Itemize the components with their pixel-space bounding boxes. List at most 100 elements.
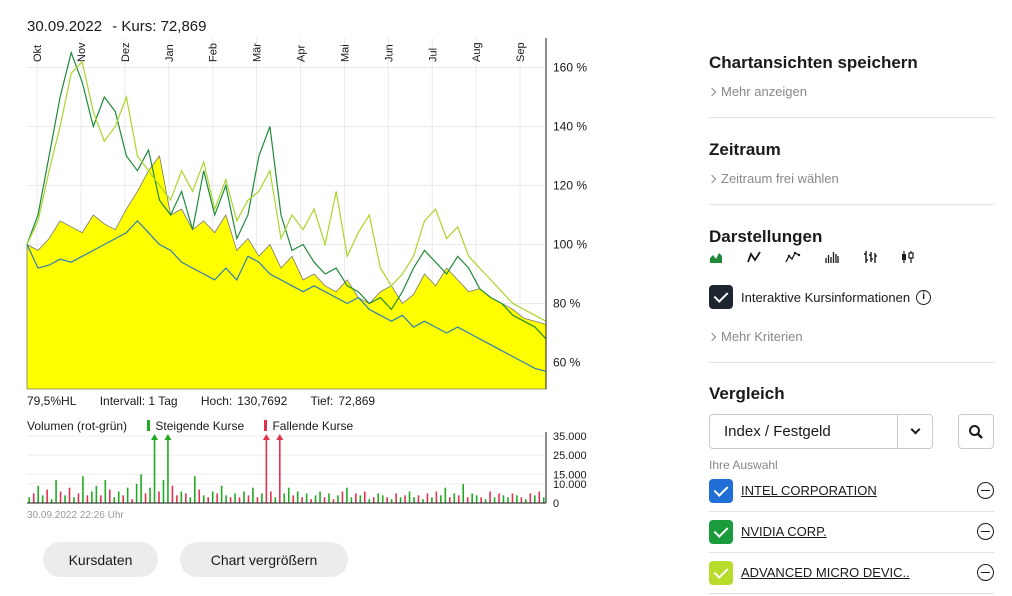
volume-bar xyxy=(466,497,469,503)
y-tick-label: 160 % xyxy=(553,60,587,74)
save-section: Chartansichten speichern Mehr anzeigen xyxy=(707,53,994,99)
volume-bar xyxy=(108,489,111,503)
y-tick-label: 80 % xyxy=(553,296,581,310)
volume-arrow-down xyxy=(276,434,284,440)
mehr-kriterien-section: Mehr Kriterien xyxy=(707,318,994,344)
volume-tick-label: 0 xyxy=(553,498,559,510)
bar-chart-icon[interactable] xyxy=(825,250,839,264)
line-chart-icon[interactable] xyxy=(747,250,761,264)
y-tick-label: 140 % xyxy=(553,119,587,133)
mehr-kriterien-link[interactable]: Mehr Kriterien xyxy=(707,329,994,344)
volume-bar xyxy=(457,495,460,503)
chevron-right-icon xyxy=(707,87,717,97)
ohlc-chart-icon[interactable] xyxy=(863,250,877,264)
kursdaten-button[interactable]: Kursdaten xyxy=(43,542,158,577)
amd-checkbox[interactable] xyxy=(709,560,733,585)
dotted-line-chart-icon[interactable] xyxy=(785,250,801,264)
volume-bar xyxy=(332,499,335,503)
volume-bar xyxy=(265,437,268,503)
volume-bar xyxy=(28,497,31,503)
chevron-down-icon[interactable] xyxy=(897,415,932,448)
volume-tick-label: 25.000 xyxy=(553,450,587,462)
volume-bar xyxy=(238,497,241,503)
volume-bar xyxy=(59,491,62,503)
volume-bar xyxy=(422,499,424,503)
volume-bar xyxy=(270,491,272,503)
volume-bar xyxy=(368,499,371,503)
volume-bar xyxy=(511,493,514,503)
interaktive-kursinfo-label: Interaktive Kursinformationen xyxy=(741,289,911,305)
chevron-right-icon xyxy=(707,332,717,342)
volume-bar xyxy=(484,499,487,503)
search-button[interactable] xyxy=(958,414,994,449)
volume-bar xyxy=(507,497,509,503)
volume-bar xyxy=(525,499,527,503)
volume-bar xyxy=(337,495,339,503)
interaktive-kursinfo-checkbox[interactable] xyxy=(709,285,733,309)
volume-bar xyxy=(247,495,250,503)
divider xyxy=(709,511,994,512)
main-chart[interactable]: 160 % 140 % 120 % 100 % 80 % 60 % Okt Nov Dez Jan… xyxy=(0,38,600,392)
info-icon[interactable]: i xyxy=(916,289,932,305)
volume-arrow-up xyxy=(164,434,172,440)
chart-enlarge-button[interactable]: Chart vergrößern xyxy=(180,542,348,577)
nvidia-checkbox[interactable] xyxy=(709,519,733,544)
volume-bar xyxy=(122,495,124,503)
volume-bar xyxy=(185,493,187,503)
volume-bar xyxy=(211,491,214,503)
divider xyxy=(709,362,994,363)
index-select[interactable]: Index / Festgeld xyxy=(709,414,933,449)
volume-bar xyxy=(189,497,192,503)
volume-bar xyxy=(529,493,532,503)
y-tick-label: 100 % xyxy=(553,237,587,251)
volume-bar xyxy=(68,487,71,503)
divider xyxy=(709,117,994,118)
remove-amd-icon[interactable] xyxy=(977,564,994,581)
chart-kurs: - Kurs: 72,869 xyxy=(112,18,207,35)
volume-bar xyxy=(278,437,281,503)
volume-bar xyxy=(256,497,259,503)
month-label: Aug xyxy=(471,42,483,62)
volume-bar xyxy=(252,487,254,503)
volume-bar xyxy=(462,483,465,503)
stat-hoch: Hoch: 130,7692 xyxy=(200,394,288,408)
volume-bar xyxy=(37,485,39,503)
volume-bar xyxy=(489,491,491,503)
series-line-3 xyxy=(26,60,547,322)
volume-bar xyxy=(283,493,286,503)
volume-bar xyxy=(363,491,366,503)
divider xyxy=(709,552,994,553)
volume-tick-label: 10.000 xyxy=(553,479,587,491)
volume-bar xyxy=(520,497,523,503)
volume-bar xyxy=(471,493,473,503)
amd-link[interactable]: ADVANCED MICRO DEVIC.. xyxy=(741,565,910,580)
intel-link[interactable]: INTEL CORPORATION xyxy=(741,483,877,498)
chart-type-icons xyxy=(709,250,915,264)
volume-bar xyxy=(95,485,98,503)
divider xyxy=(709,204,994,205)
remove-intel-icon[interactable] xyxy=(977,482,994,499)
volume-bar xyxy=(117,491,120,503)
darstellungen-title: Darstellungen xyxy=(709,227,823,246)
volume-arrow-up xyxy=(151,434,159,440)
search-icon xyxy=(969,424,983,439)
remove-nvidia-icon[interactable] xyxy=(977,523,994,540)
volume-bar xyxy=(261,493,263,503)
darstellungen-section: Darstellungen xyxy=(709,227,994,247)
area-chart-icon[interactable] xyxy=(709,250,723,264)
volume-bar xyxy=(77,493,80,503)
nvidia-link[interactable]: NVIDIA CORP. xyxy=(741,524,827,539)
volume-bar xyxy=(475,495,478,503)
volume-bar xyxy=(480,497,482,503)
mehr-anzeigen-link[interactable]: Mehr anzeigen xyxy=(707,84,994,99)
volume-bar xyxy=(225,495,227,503)
intel-checkbox[interactable] xyxy=(709,478,733,503)
volume-bar xyxy=(404,495,406,503)
candlestick-chart-icon[interactable] xyxy=(901,250,915,264)
volume-bar xyxy=(167,437,169,503)
volume-bar xyxy=(91,491,93,503)
volume-bar xyxy=(198,489,201,503)
volume-legend-title: Volumen (rot-grün) xyxy=(27,419,128,433)
zeitraum-link[interactable]: Zeitraum frei wählen xyxy=(707,171,994,186)
